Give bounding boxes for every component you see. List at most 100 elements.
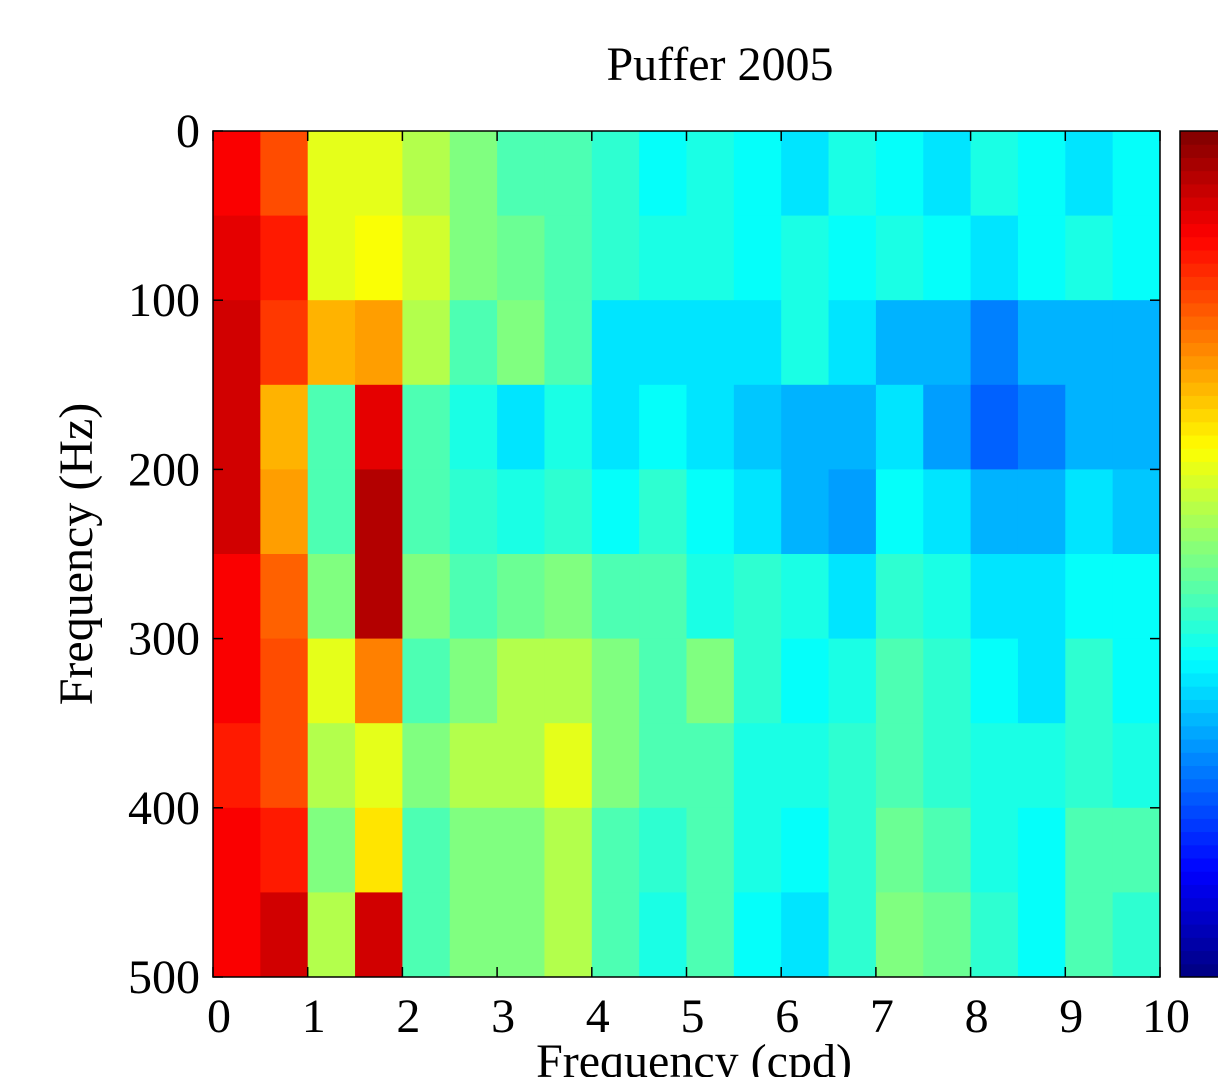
heatmap-cell [875, 638, 924, 724]
heatmap-cell [686, 554, 735, 640]
colorbar-step [1180, 844, 1218, 859]
y-tick-label: 200 [128, 443, 200, 496]
heatmap-cell [213, 469, 261, 555]
heatmap-cell [1017, 554, 1066, 640]
colorbar-step [1180, 395, 1218, 410]
heatmap-cell [923, 131, 972, 217]
heatmap-cell [544, 215, 593, 301]
colorbar-step [1180, 514, 1218, 529]
heatmap-cell [497, 300, 545, 386]
colorbar-step [1180, 131, 1218, 145]
heatmap-cell [402, 723, 451, 809]
heatmap-cell [449, 215, 498, 301]
colorbar-step [1180, 435, 1218, 449]
heatmap-cell [355, 215, 403, 301]
x-axis-label: Frequency (cpd) [536, 1035, 852, 1077]
heatmap-cell [260, 300, 309, 386]
colorbar-step [1180, 910, 1218, 925]
colorbar-step [1180, 170, 1218, 185]
heatmap-cell [591, 892, 640, 978]
heatmap-cell [544, 807, 593, 893]
heatmap-cell [828, 131, 877, 217]
heatmap-cell [923, 723, 972, 809]
heatmap-cell [733, 554, 782, 640]
heatmap-cell [970, 723, 1019, 809]
heatmap-cell [260, 638, 309, 724]
heatmap-cell [544, 384, 593, 470]
heatmap-cell [639, 469, 687, 555]
heatmap-cell [213, 892, 261, 978]
heatmap-cell [449, 131, 498, 217]
heatmap-cell [355, 638, 403, 724]
heatmap-cell [307, 638, 356, 724]
heatmap-cell [639, 131, 687, 217]
colorbar-step [1180, 554, 1218, 568]
heatmap-cell [591, 131, 640, 217]
colorbar-step [1180, 593, 1218, 608]
heatmap-cell [733, 638, 782, 724]
colorbar-step [1180, 672, 1218, 687]
heatmap-cell [449, 892, 498, 978]
heatmap-cell [923, 638, 972, 724]
heatmap-cell [1017, 638, 1066, 724]
heatmap-cell [213, 638, 261, 724]
colorbar-step [1180, 858, 1218, 872]
heatmap-cell [875, 300, 924, 386]
y-tick-label: 100 [128, 274, 200, 327]
x-tick-label: 4 [586, 990, 610, 1043]
heatmap-cell [355, 723, 403, 809]
heatmap-cell [402, 215, 451, 301]
heatmap-cell [260, 554, 309, 640]
heatmap-cell [733, 469, 782, 555]
heatmap-cell [213, 723, 261, 809]
heatmap-cell [260, 215, 309, 301]
heatmap-cell [307, 469, 356, 555]
heatmap-cell [213, 300, 261, 386]
heatmap-cell [875, 892, 924, 978]
heatmap-cell [686, 469, 735, 555]
heatmap-cell [307, 131, 356, 217]
heatmap-cell [781, 807, 830, 893]
heatmap-cell [1112, 554, 1161, 640]
colorbar-step [1180, 765, 1218, 780]
heatmap-cell [686, 300, 735, 386]
colorbar-step [1180, 263, 1218, 277]
colorbar-step [1180, 289, 1218, 304]
heatmap-cell [1065, 723, 1114, 809]
heatmap-cell [355, 384, 403, 470]
heatmap-cell [828, 384, 877, 470]
colorbar-step [1180, 197, 1218, 211]
heatmap-cell [1112, 469, 1161, 555]
heatmap-cell [497, 469, 545, 555]
heatmap-cell [781, 469, 830, 555]
heatmap-cell [355, 892, 403, 978]
colorbar-step [1180, 659, 1218, 674]
heatmap-cell [875, 384, 924, 470]
heatmap-cell [402, 300, 451, 386]
heatmap-cell [544, 554, 593, 640]
heatmap-cell [497, 807, 545, 893]
heatmap-cell [1112, 723, 1161, 809]
y-tick-label: 300 [128, 613, 200, 666]
y-tick-label: 0 [176, 105, 200, 158]
colorbar-step [1180, 752, 1218, 766]
colorbar-step [1180, 924, 1218, 938]
colorbar-step [1180, 342, 1218, 357]
heatmap-cell [733, 892, 782, 978]
x-tick-label: 1 [302, 990, 326, 1043]
heatmap-cell [733, 215, 782, 301]
heatmap-cell [307, 723, 356, 809]
heatmap-cell [923, 892, 972, 978]
heatmap-cell [307, 300, 356, 386]
x-tick-label: 8 [965, 990, 989, 1043]
colorbar-step [1180, 368, 1218, 383]
colorbar-step [1180, 421, 1218, 436]
heatmap-cell [1017, 384, 1066, 470]
heatmap-cell [1065, 215, 1114, 301]
colorbar-step [1180, 540, 1218, 555]
colorbar-frame [1179, 130, 1218, 978]
heatmap-cell [449, 723, 498, 809]
colorbar-step [1180, 210, 1218, 225]
x-tick-label: 10 [1142, 990, 1190, 1043]
heatmap-cell [970, 131, 1019, 217]
